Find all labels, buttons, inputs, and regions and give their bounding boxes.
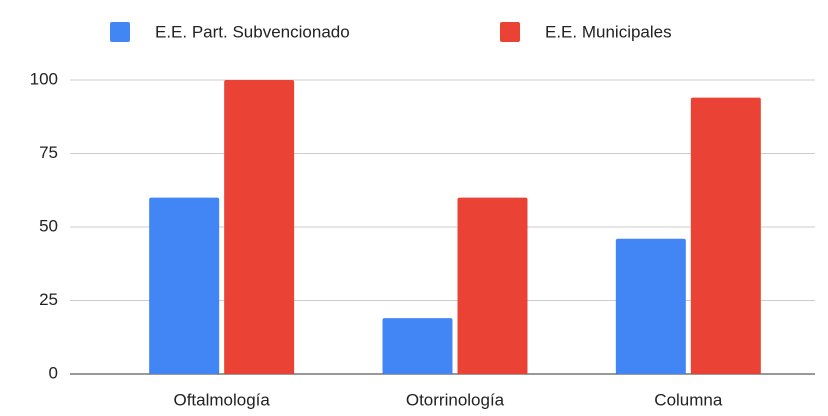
x-tick-label: Columna [654, 390, 723, 409]
y-tick-label: 100 [30, 69, 58, 88]
legend-swatch [500, 22, 520, 42]
y-tick-label: 25 [39, 290, 58, 309]
bar [457, 197, 528, 374]
y-tick-label: 0 [49, 363, 58, 382]
legend-label: E.E. Part. Subvencionado [155, 22, 350, 41]
y-tick-label: 75 [39, 143, 58, 162]
bar [149, 197, 220, 374]
bar [690, 97, 761, 374]
x-tick-label: Otorrinología [406, 390, 505, 409]
bar [615, 238, 686, 374]
y-tick-label: 50 [39, 216, 58, 235]
bar [224, 80, 295, 374]
x-tick-label: Oftalmología [173, 390, 270, 409]
legend-swatch [110, 22, 130, 42]
bar [382, 318, 453, 374]
legend-label: E.E. Municipales [545, 22, 672, 41]
